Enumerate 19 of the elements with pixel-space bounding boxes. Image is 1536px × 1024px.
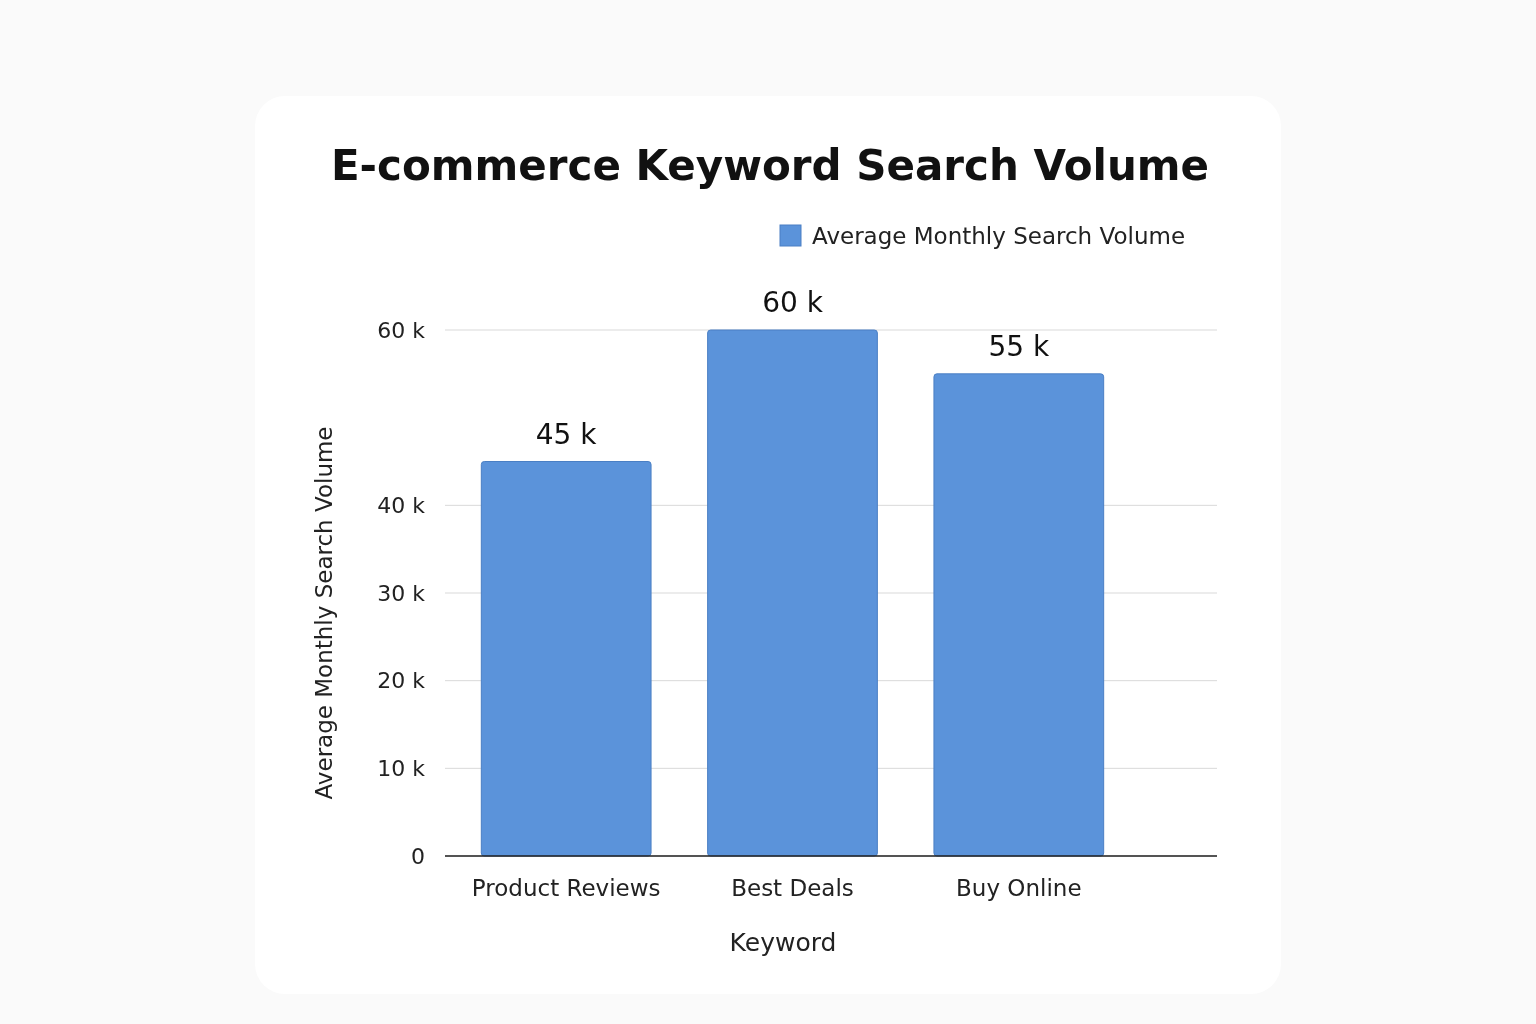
data-label: 60 k (762, 286, 824, 319)
x-tick-label: Product Reviews (471, 875, 661, 901)
data-label: 55 k (988, 329, 1050, 363)
legend-label: Average Monthly Search Volume (812, 223, 1186, 250)
x-tick-label: Buy Online (956, 875, 1082, 901)
y-tick-label: 20 k (377, 668, 426, 694)
y-axis-title: Average Monthly Search Volume (311, 426, 337, 800)
y-tick-label: 40 k (377, 493, 426, 519)
y-tick-label: 30 k (377, 580, 426, 606)
data-label: 45 k (535, 417, 598, 451)
x-tick-label: Best Deals (731, 875, 854, 901)
bar (707, 329, 878, 857)
x-axis-title: Keyword (729, 928, 837, 957)
y-tick-label: 60 k (377, 317, 426, 343)
y-tick-label: 10 k (377, 756, 426, 782)
chart-title: E-commerce Keyword Search Volume (330, 141, 1210, 190)
bar (933, 373, 1105, 857)
y-tick-label: 0 (411, 843, 425, 869)
bar (480, 461, 652, 857)
